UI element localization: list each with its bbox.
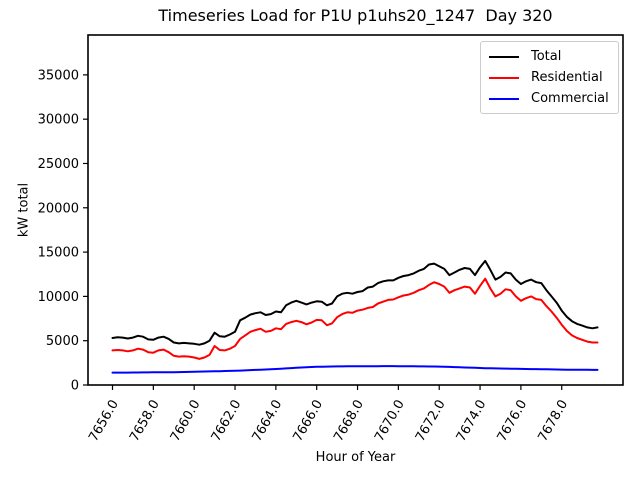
legend-item-total: Total — [489, 46, 610, 67]
x-tick-label: 7674.0 — [454, 398, 490, 445]
x-tick-label: 7666.0 — [290, 398, 326, 445]
y-tick-label: 5000 — [46, 334, 79, 349]
legend-label-total: Total — [531, 49, 562, 64]
y-tick-label: 30000 — [38, 113, 79, 128]
y-tick-label: 35000 — [38, 68, 79, 83]
axes-frame — [87, 34, 624, 386]
total-line-swatch — [489, 55, 519, 58]
y-tick-label: 10000 — [38, 290, 79, 305]
x-tick-label: 7668.0 — [331, 398, 367, 445]
series-line-residential — [111, 277, 599, 360]
y-tick-label: 0 — [71, 379, 79, 394]
legend: Total Residential Commercial — [480, 41, 619, 114]
y-tick-label: 25000 — [38, 157, 79, 172]
y-axis-label: kW total — [16, 182, 32, 238]
y-tick-label: 20000 — [38, 201, 79, 216]
series-line-commercial — [111, 365, 599, 374]
y-tick-label: 15000 — [38, 246, 79, 261]
legend-item-residential: Residential — [489, 67, 610, 88]
x-tick-label: 7658.0 — [127, 398, 163, 445]
x-tick-label: 7676.0 — [495, 398, 531, 445]
x-tick-label: 7670.0 — [372, 398, 408, 445]
x-tick-label: 7678.0 — [535, 398, 571, 445]
chart-title: Timeseries Load for P1U p1uhs20_1247 Day… — [158, 6, 553, 25]
residential-line-swatch — [489, 76, 519, 79]
x-tick-label: 7672.0 — [413, 398, 449, 445]
x-tick-label: 7664.0 — [250, 398, 286, 445]
x-tick-label: 7660.0 — [168, 398, 204, 445]
x-tick-label: 7656.0 — [86, 398, 122, 445]
x-tick-label: 7662.0 — [209, 398, 245, 445]
x-axis-label: Hour of Year — [315, 450, 396, 465]
legend-label-commercial: Commercial — [531, 91, 609, 106]
legend-label-residential: Residential — [531, 70, 603, 85]
series-line-total — [111, 259, 599, 346]
legend-item-commercial: Commercial — [489, 88, 610, 109]
commercial-line-swatch — [489, 97, 519, 100]
